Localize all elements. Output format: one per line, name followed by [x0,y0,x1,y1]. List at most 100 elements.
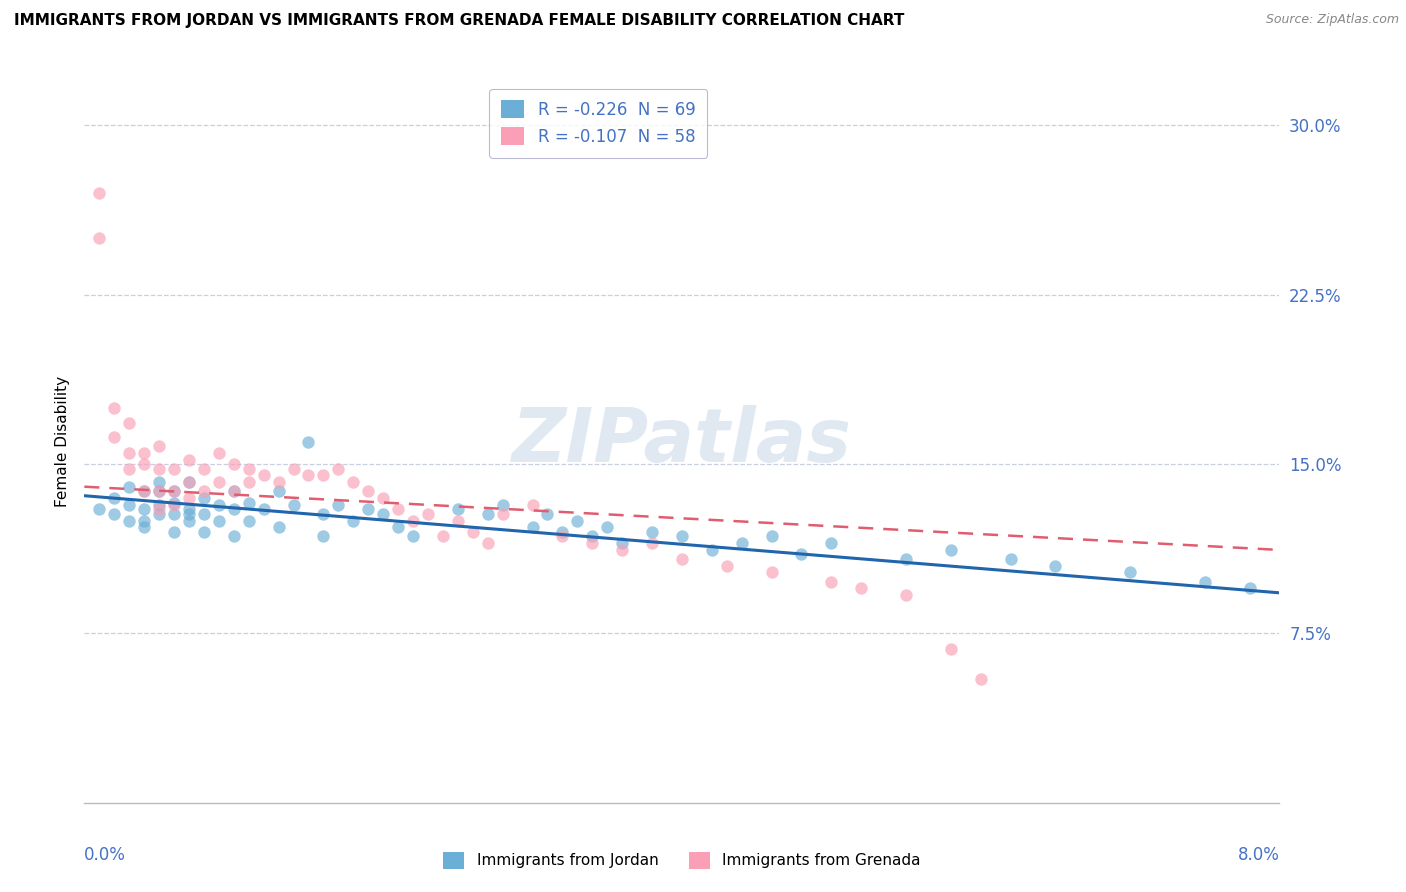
Point [148,484,170,499]
Point [1119,566,1142,580]
Point [820,536,842,550]
Point [700,542,723,557]
Point [522,520,544,534]
Point [163,524,186,539]
Point [89,186,111,201]
Point [671,529,693,543]
Point [253,468,276,483]
Point [132,484,156,499]
Point [148,484,170,499]
Point [148,461,170,475]
Point [118,480,141,494]
Point [163,495,186,509]
Point [132,502,156,516]
Point [193,491,215,505]
Point [208,498,231,512]
Point [163,498,186,512]
Point [238,495,260,509]
Point [312,529,335,543]
Point [1000,552,1022,566]
Point [522,498,544,512]
Point [208,475,231,490]
Text: Source: ZipAtlas.com: Source: ZipAtlas.com [1265,13,1399,27]
Point [193,461,215,475]
Point [118,461,141,475]
Point [148,507,170,521]
Point [312,507,335,521]
Point [581,529,603,543]
Point [132,520,156,534]
Point [148,502,170,516]
Point [671,552,693,566]
Point [447,502,470,516]
Point [551,529,574,543]
Point [177,452,200,467]
Point [312,468,335,483]
Point [761,566,783,580]
Point [939,642,962,657]
Point [551,524,574,539]
Point [641,524,664,539]
Point [177,491,200,505]
Point [387,502,409,516]
Point [790,548,813,562]
Point [447,514,470,528]
Point [222,502,245,516]
Point [177,507,200,521]
Point [238,461,260,475]
Point [103,507,125,521]
Point [132,457,156,471]
Point [193,507,215,521]
Point [193,524,215,539]
Point [461,524,484,539]
Point [357,502,380,516]
Point [970,672,993,686]
Point [761,529,783,543]
Point [357,484,380,499]
Point [328,461,350,475]
Point [373,507,395,521]
Point [222,484,245,499]
Point [222,484,245,499]
Point [536,507,558,521]
Text: 8.0%: 8.0% [1237,847,1279,864]
Point [612,536,634,550]
Point [222,529,245,543]
Y-axis label: Female Disability: Female Disability [55,376,70,508]
Point [103,491,125,505]
Point [477,507,499,521]
Point [1045,558,1067,573]
Point [118,446,141,460]
Legend: Immigrants from Jordan, Immigrants from Grenada: Immigrants from Jordan, Immigrants from … [437,846,927,875]
Point [851,582,873,596]
Point [89,231,111,245]
Point [387,520,409,534]
Point [118,514,141,528]
Point [103,401,125,415]
Point [177,514,200,528]
Point [641,536,664,550]
Point [402,514,425,528]
Point [894,588,917,602]
Point [118,498,141,512]
Point [132,484,156,499]
Point [238,514,260,528]
Point [163,484,186,499]
Point [208,514,231,528]
Point [283,498,305,512]
Point [1194,574,1216,589]
Point [492,498,515,512]
Point [177,475,200,490]
Point [222,457,245,471]
Point [297,468,319,483]
Point [612,542,634,557]
Point [208,446,231,460]
Point [1239,582,1261,596]
Point [373,491,395,505]
Point [581,536,603,550]
Point [328,498,350,512]
Point [297,434,319,449]
Point [432,529,454,543]
Point [89,502,111,516]
Point [492,507,515,521]
